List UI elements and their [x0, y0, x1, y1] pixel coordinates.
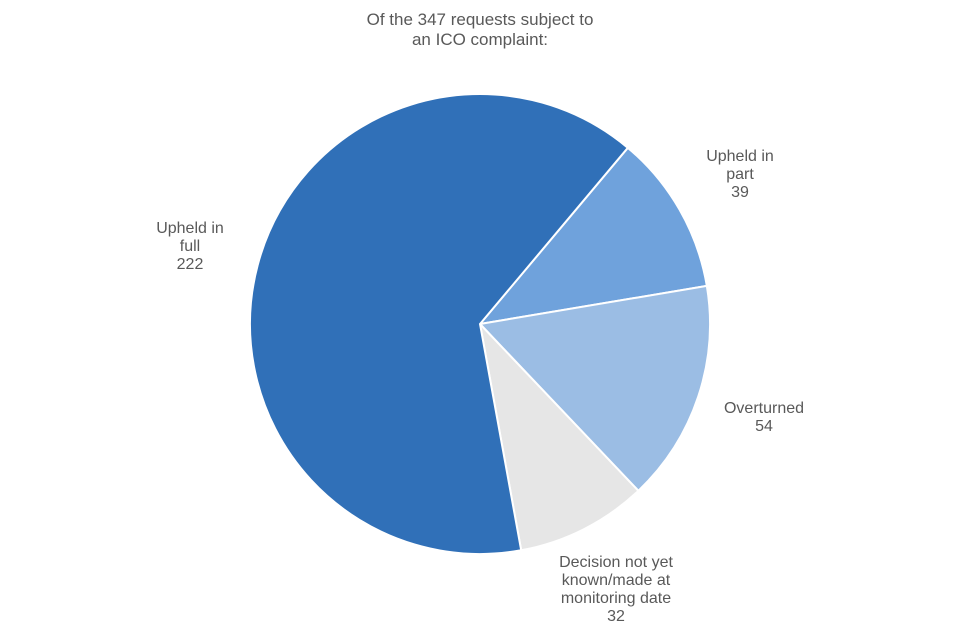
value-label: 54	[755, 418, 773, 435]
chart-title: Of the 347 requests subject to an ICO co…	[366, 10, 594, 49]
value-label: 222	[176, 256, 204, 273]
category-label: Upheld in part	[706, 148, 774, 183]
pie-slice	[249, 93, 630, 555]
slice-label: Upheld in full 222	[155, 220, 225, 274]
category-label: Overturned	[723, 400, 805, 417]
value-label: 39	[731, 184, 749, 201]
pie-slice	[477, 146, 708, 326]
slice-label: Overturned 54	[709, 400, 819, 436]
slice-label: Upheld in part 39	[700, 148, 780, 202]
pie-slice	[477, 284, 711, 493]
pie-slice	[478, 320, 640, 552]
category-label: Decision not yet known/made at monitorin…	[559, 554, 673, 607]
category-label: Upheld in full	[156, 220, 224, 255]
value-label: 32	[607, 608, 625, 625]
slice-label: Decision not yet known/made at monitorin…	[551, 554, 681, 626]
